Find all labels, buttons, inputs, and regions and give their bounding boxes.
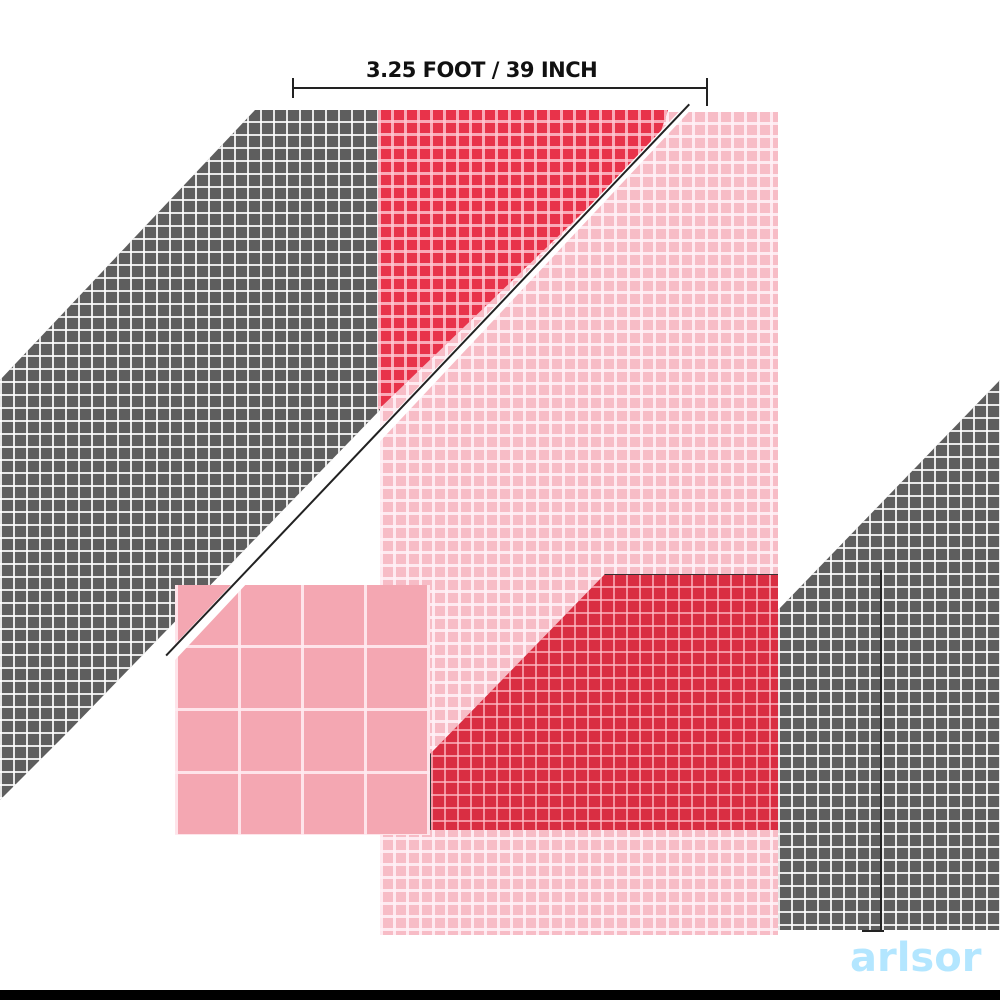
width-dimension-tick-left	[292, 78, 294, 98]
width-dimension-tick-right	[706, 78, 708, 106]
bottom-bar	[0, 990, 1000, 1000]
height-dimension-tick-bottom-h	[862, 930, 884, 932]
height-dimension-tick-bottom	[880, 570, 882, 932]
gray-curtain-panel-right	[778, 380, 1000, 930]
brand-watermark: arlsor	[850, 935, 982, 981]
pink-swatch-closeup	[175, 585, 430, 835]
width-dimension-line	[292, 87, 708, 89]
width-dimension-label: 3.25 FOOT / 39 INCH	[366, 58, 598, 82]
